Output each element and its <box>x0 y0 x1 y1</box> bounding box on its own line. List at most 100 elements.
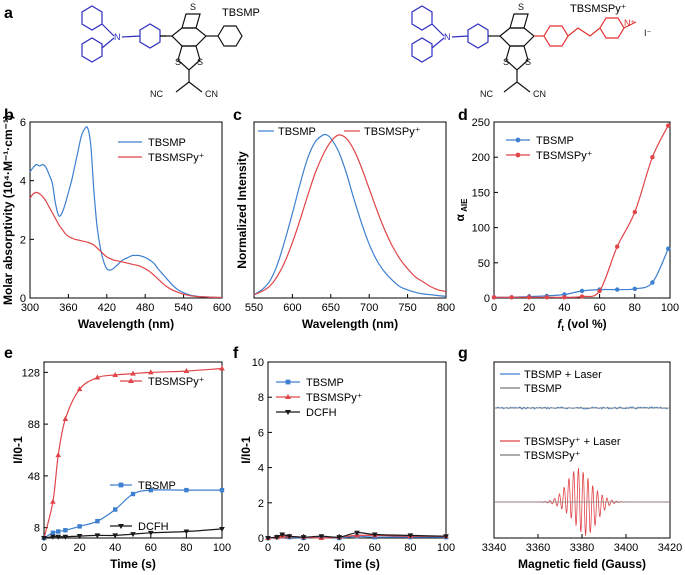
legend-label-e-0: TBSMSPy⁺ <box>148 376 205 388</box>
legend-label-e-2: DCFH <box>138 521 169 533</box>
y-tick-label-f-2: 4 <box>258 463 264 475</box>
y-axis-label-b: Molar absorptivity (10⁴·M⁻¹·cm⁻¹) <box>1 115 15 305</box>
data-point-f-2-8 <box>372 532 378 538</box>
data-point-d-1-4 <box>562 295 567 300</box>
panel-e-label: e <box>4 345 13 362</box>
core-left <box>160 13 243 93</box>
data-point-e-0-10 <box>219 365 225 371</box>
y-tick-label-e-0: 8 <box>34 523 40 535</box>
panel-b-label: b <box>4 107 14 124</box>
y-tick-label-f-1: 2 <box>258 498 264 510</box>
panel-c-label: c <box>233 107 242 124</box>
y-tick-label-b-3: 6 <box>20 117 26 129</box>
chart-e-ros: 0 20 40 60 80 100 8 48 88 128 TBSMSPy⁺ TBSMP DCFH Tim… <box>11 361 231 571</box>
legend-marker-e-0 <box>128 378 134 383</box>
plot-frame-b <box>29 121 223 299</box>
panel-d-label: d <box>458 107 468 124</box>
data-point-d-1-7 <box>615 244 620 249</box>
x-tick-label-d-4: 80 <box>629 302 641 314</box>
x-axis-label-f: Time (s) <box>334 557 380 571</box>
legend-marker-e-2 <box>118 524 124 529</box>
y-tick-label-d-4: 200 <box>472 152 490 164</box>
data-point-d-1-6 <box>597 288 602 294</box>
y-tick-label-d-2: 100 <box>472 223 490 235</box>
plot-frame-e <box>43 361 223 539</box>
data-point-d-0-5 <box>579 288 585 294</box>
data-point-e-2-8 <box>148 530 154 536</box>
y-tick-label-e-1: 48 <box>28 471 40 483</box>
cn-left: CN <box>205 89 218 99</box>
data-point-e-0-5 <box>94 374 101 380</box>
data-point-d-0-8 <box>632 286 637 292</box>
data-point-d-1-8 <box>632 209 637 215</box>
molecule-tbsmp: N S S S NC CN <box>81 2 243 99</box>
cn-right: CN <box>533 89 546 99</box>
y-tick-label-d-5: 250 <box>472 117 490 129</box>
data-point-f-2-6 <box>336 535 342 541</box>
panel-a-label: a <box>4 5 13 22</box>
y-axis-label-c: Normalized Intensity <box>235 151 249 269</box>
legend-marker-f-0 <box>285 379 291 385</box>
data-point-e-0-9 <box>183 368 190 374</box>
data-point-e-2-0 <box>41 536 47 541</box>
data-point-e-2-2 <box>55 534 62 540</box>
s-atom-top-right: S <box>518 2 524 12</box>
x-tick-label-d-2: 40 <box>558 302 570 314</box>
y-tick-label-e-3: 128 <box>22 367 40 379</box>
legend-label-g-0: TBSMP + Laser <box>524 369 602 381</box>
series-line-c-0 <box>253 133 447 297</box>
data-point-f-2-1 <box>274 535 280 541</box>
x-tick-label-b-0: 300 <box>21 302 39 314</box>
x-tick-label-b-3: 480 <box>136 302 154 314</box>
data-point-d-1-9 <box>650 155 655 160</box>
nc-right: NC <box>480 89 493 99</box>
panel-f-label: f <box>233 345 239 362</box>
y-axis-label-d: α AIE <box>453 198 469 222</box>
x-tick-label-b-2: 420 <box>98 302 116 314</box>
data-point-e-0-7 <box>130 370 136 376</box>
data-point-f-2-10 <box>443 534 449 540</box>
s-atom-ring1-right: S <box>503 57 509 67</box>
data-point-e-1-5 <box>95 518 100 524</box>
data-point-e-1-4 <box>77 524 82 529</box>
chart-c-emission: 550 600 650 700 750 800 TBSMP TBSMSPy⁺ Wavelengt… <box>235 121 455 331</box>
x-axis-label-e: Time (s) <box>110 557 156 571</box>
legend-label-d-0: TBSMP <box>536 135 574 147</box>
legend-marker-f-2 <box>285 410 291 415</box>
legend-label-b-0: TBSMP <box>148 137 186 149</box>
data-point-d-0-9 <box>650 280 655 285</box>
data-point-d-0-10 <box>666 246 671 251</box>
x-tick-label-b-5: 600 <box>213 302 231 314</box>
x-tick-label-c-3: 700 <box>360 302 378 314</box>
data-point-d-1-5 <box>579 294 585 299</box>
x-axis-label-b: Wavelength (nm) <box>78 317 174 331</box>
molecule-name-tbsmp: TBSMP <box>222 7 260 19</box>
data-point-e-1-2 <box>56 529 61 534</box>
data-point-e-2-4 <box>76 534 83 540</box>
legend-label-b-1: TBSMSPy⁺ <box>148 152 205 164</box>
s-atom-ring1-left: S <box>175 57 181 67</box>
data-point-e-1-7 <box>130 491 136 497</box>
x-tick-label-d-5: 100 <box>661 302 679 314</box>
series-line-b-1 <box>29 191 223 299</box>
chart-b-absorption: 300 360 420 480 540 600 0 2 4 6 TBSMP TBSMSPy⁺ Wavel… <box>1 115 231 331</box>
legend-marker-d-0 <box>515 137 521 143</box>
chart-f-ros: 0 20 40 60 80 100 0 2 4 6 8 10 TBSMP TBSMSPy⁺ DCFH Time… <box>239 357 455 571</box>
data-point-e-1-1 <box>50 530 56 536</box>
data-point-f-2-0 <box>265 536 271 541</box>
legend-label-c-0: TBSMP <box>278 126 316 138</box>
x-tick-label-c-4: 750 <box>398 302 416 314</box>
data-point-e-2-7 <box>130 532 136 538</box>
data-point-e-2-5 <box>94 533 101 539</box>
legend-label-g-2: TBSMSPy⁺ + Laser <box>524 436 621 448</box>
x-tick-label-g-4: 3420 <box>658 542 682 554</box>
x-tick-label-g-0: 3340 <box>482 542 506 554</box>
x-tick-label-g-3: 3400 <box>614 542 638 554</box>
legend-label-d-1: TBSMSPy⁺ <box>536 150 593 162</box>
plot-frame-d <box>493 121 671 299</box>
data-point-f-2-7 <box>354 530 360 536</box>
data-point-f-2-5 <box>318 534 325 540</box>
data-point-e-2-1 <box>50 534 56 540</box>
plot-frame-c <box>253 121 447 299</box>
